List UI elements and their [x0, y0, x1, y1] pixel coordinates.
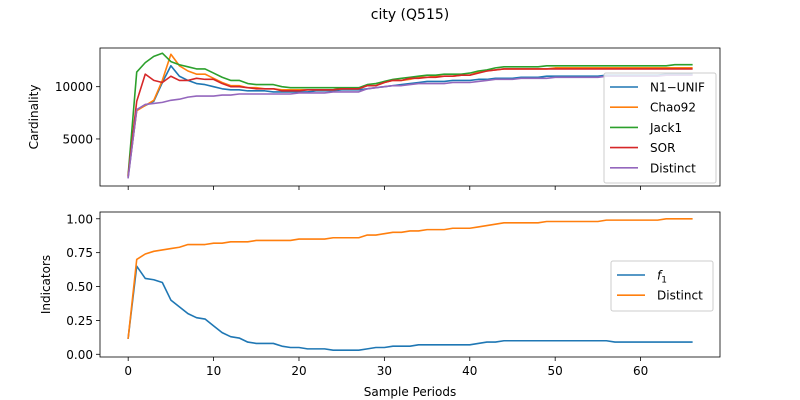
x-tick-label: 60 — [633, 364, 648, 378]
x-tick-label: 20 — [291, 364, 306, 378]
x-tick-label: 0 — [124, 364, 132, 378]
legend-frame — [610, 260, 714, 312]
y-tick-label: 0.25 — [66, 314, 93, 328]
legend-label-distinct: Distinct — [657, 289, 703, 303]
legend: f1 Distinct — [610, 260, 714, 312]
cardinality-panel: 5000 10000 Cardinality N1−UNIF Chao92 Jack1 SO… — [27, 47, 721, 190]
x-tick-label: 30 — [377, 364, 392, 378]
indicators-panel: 0 10 20 30 40 50 60 0.00 0.25 0.50 0.75 1.00 Indicat… — [39, 211, 721, 399]
series-line-distinct — [127, 217, 693, 339]
series-line-f1 — [127, 265, 693, 352]
legend-label-subscript: 1 — [661, 276, 667, 286]
y-axis-title: Cardinality — [27, 85, 41, 150]
legend-label-distinct: Distinct — [650, 161, 696, 175]
x-axis-title: Sample Periods — [364, 385, 456, 399]
x-tick-label: 40 — [462, 364, 477, 378]
legend-frame — [603, 72, 717, 184]
y-axis-title: Indicators — [39, 255, 53, 314]
plot-frame — [99, 211, 721, 358]
legend-label-f1: f1 — [657, 269, 667, 286]
plot-frame — [99, 47, 721, 187]
chart-title: city (Q515) — [371, 7, 449, 23]
y-tick-label: 10000 — [55, 80, 93, 94]
legend-label-chao92: Chao92 — [650, 101, 696, 115]
legend-label-main: f — [657, 269, 663, 283]
series-line-chao92 — [127, 53, 693, 177]
series-line-n1-unif — [127, 64, 693, 178]
x-tick-label: 50 — [548, 364, 563, 378]
y-tick-label: 5000 — [62, 132, 93, 146]
legend: N1−UNIF Chao92 Jack1 SOR Distinct — [603, 72, 717, 184]
legend-label-jack1: Jack1 — [649, 121, 682, 135]
x-tick-label: 10 — [206, 364, 221, 378]
y-tick-label: 0.75 — [66, 246, 93, 260]
series-line-sor — [127, 68, 693, 177]
y-tick-label: 0.00 — [66, 348, 93, 362]
series-line-distinct — [127, 74, 693, 179]
y-tick-label: 1.00 — [66, 212, 93, 226]
series-line-jack1 — [127, 52, 693, 176]
y-tick-label: 0.50 — [66, 280, 93, 294]
legend-label-sor: SOR — [650, 141, 675, 155]
legend-label-n1-unif: N1−UNIF — [650, 81, 705, 95]
